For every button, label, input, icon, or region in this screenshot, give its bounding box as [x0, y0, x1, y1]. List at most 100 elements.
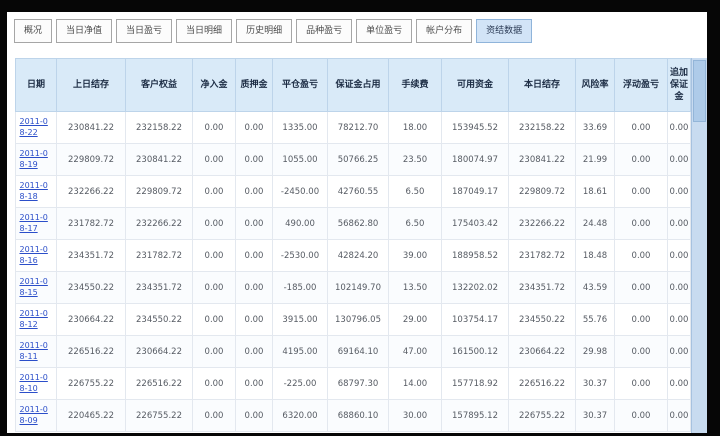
tab-5[interactable]: 历史明细 [236, 19, 293, 43]
tab-7[interactable]: 单位盈亏 [356, 19, 413, 43]
cell-date: 2011-08-16 [15, 239, 57, 272]
cell: 234550.22 [56, 271, 126, 304]
column-header-6: 平仓盈亏 [272, 58, 328, 112]
cell: 6.50 [388, 175, 442, 208]
cell: 0.00 [667, 207, 691, 240]
cell: 69164.10 [327, 335, 389, 368]
cell: 0.00 [235, 175, 273, 208]
date-link[interactable]: 2011-08-17 [19, 213, 48, 233]
cell: 0.00 [235, 111, 273, 144]
column-header-8: 手续费 [388, 58, 442, 112]
table-row: 2011-08-15 234550.22 234351.72 0.00 0.00 -185… [15, 271, 691, 304]
cell: 180074.97 [441, 143, 509, 176]
cell: 30.37 [575, 367, 615, 400]
page: 概况 当日净值 当日盈亏 当日明细 历史明细 品种盈亏 单位盈亏 帐户分布 资结数据 日期 上日结… [7, 12, 707, 433]
tab-4[interactable]: 当日明细 [176, 19, 233, 43]
cell: 0.00 [614, 335, 668, 368]
cell: 42824.20 [327, 239, 389, 272]
cell-date: 2011-08-18 [15, 175, 57, 208]
table-row: 2011-08-22 230841.22 232158.22 0.00 0.00 1335… [15, 111, 691, 144]
cell: 226516.22 [508, 367, 576, 400]
tab-bar: 概况 当日净值 当日盈亏 当日明细 历史明细 品种盈亏 单位盈亏 帐户分布 资结数据 [7, 12, 707, 45]
cell: 232266.22 [125, 207, 193, 240]
cell: 234351.72 [56, 239, 126, 272]
cell: 230841.22 [125, 143, 193, 176]
vertical-scrollbar[interactable] [691, 58, 707, 433]
cell: 0.00 [667, 239, 691, 272]
cell: 0.00 [192, 207, 236, 240]
date-link[interactable]: 2011-08-11 [19, 341, 48, 361]
date-link[interactable]: 2011-08-15 [19, 277, 48, 297]
cell: 0.00 [667, 175, 691, 208]
cell: 0.00 [235, 271, 273, 304]
cell: 229809.72 [56, 143, 126, 176]
cell: 232158.22 [508, 111, 576, 144]
cell: 68797.30 [327, 367, 389, 400]
date-link[interactable]: 2011-08-22 [19, 117, 48, 137]
cell: 230841.22 [56, 111, 126, 144]
table-row: 2011-08-17 231782.72 232266.22 0.00 0.00 490.… [15, 207, 691, 240]
cell: 230664.22 [125, 335, 193, 368]
cell: 0.00 [192, 111, 236, 144]
cell: 33.69 [575, 111, 615, 144]
cell: 43.59 [575, 271, 615, 304]
cell: 226516.22 [56, 335, 126, 368]
cell: 29.00 [388, 303, 442, 336]
tab-2[interactable]: 当日净值 [56, 19, 113, 43]
column-header-7: 保证金占用 [327, 58, 389, 112]
tab-8[interactable]: 帐户分布 [416, 19, 473, 43]
cell: 234550.22 [125, 303, 193, 336]
column-header-12: 浮动盈亏 [614, 58, 668, 112]
tab-3[interactable]: 当日盈亏 [116, 19, 173, 43]
cell: 4195.00 [272, 335, 328, 368]
date-link[interactable]: 2011-08-16 [19, 245, 48, 265]
tab-9[interactable]: 资结数据 [476, 19, 533, 43]
cell: 29.98 [575, 335, 615, 368]
cell: 103754.17 [441, 303, 509, 336]
column-header-5: 质押金 [235, 58, 273, 112]
cell: 0.00 [667, 111, 691, 144]
cell: 0.00 [192, 239, 236, 272]
column-header-2: 上日结存 [56, 58, 126, 112]
scrollbar-thumb[interactable] [693, 60, 706, 122]
cell: 102149.70 [327, 271, 389, 304]
cell: -2530.00 [272, 239, 328, 272]
date-link[interactable]: 2011-08-10 [19, 373, 48, 393]
cell: 153945.52 [441, 111, 509, 144]
cell: 230841.22 [508, 143, 576, 176]
cell: -225.00 [272, 367, 328, 400]
cell: 39.00 [388, 239, 442, 272]
cell: 0.00 [614, 111, 668, 144]
table-area: 日期 上日结存 客户权益 净入金 质押金 平仓盈亏 保证金占用 手续费 可用资金 本日结存 风险率浮… [15, 58, 691, 433]
cell: 0.00 [192, 303, 236, 336]
cell: 0.00 [235, 303, 273, 336]
cell: 226755.22 [508, 399, 576, 432]
tab-1[interactable]: 概况 [14, 19, 53, 43]
date-link[interactable]: 2011-08-19 [19, 149, 48, 169]
cell: 18.00 [388, 111, 442, 144]
cell: 157718.92 [441, 367, 509, 400]
cell: 50766.25 [327, 143, 389, 176]
tab-6[interactable]: 品种盈亏 [296, 19, 353, 43]
cell: 130796.05 [327, 303, 389, 336]
cell: 490.00 [272, 207, 328, 240]
column-header-11: 风险率 [575, 58, 615, 112]
date-link[interactable]: 2011-08-18 [19, 181, 48, 201]
cell: 175403.42 [441, 207, 509, 240]
date-link[interactable]: 2011-08-12 [19, 309, 48, 329]
cell: 42760.55 [327, 175, 389, 208]
date-link[interactable]: 2011-08-09 [19, 405, 48, 425]
column-header-3: 客户权益 [125, 58, 193, 112]
cell: 226516.22 [125, 367, 193, 400]
cell: 0.00 [667, 399, 691, 432]
cell: 226755.22 [56, 367, 126, 400]
cell: 231782.72 [508, 239, 576, 272]
cell: 0.00 [667, 367, 691, 400]
cell: 232158.22 [125, 111, 193, 144]
cell: 0.00 [235, 335, 273, 368]
cell: 0.00 [614, 271, 668, 304]
cell: 0.00 [192, 175, 236, 208]
cell: 0.00 [192, 399, 236, 432]
cell: 18.48 [575, 239, 615, 272]
table-row: 2011-08-12 230664.22 234550.22 0.00 0.00 3915… [15, 303, 691, 336]
